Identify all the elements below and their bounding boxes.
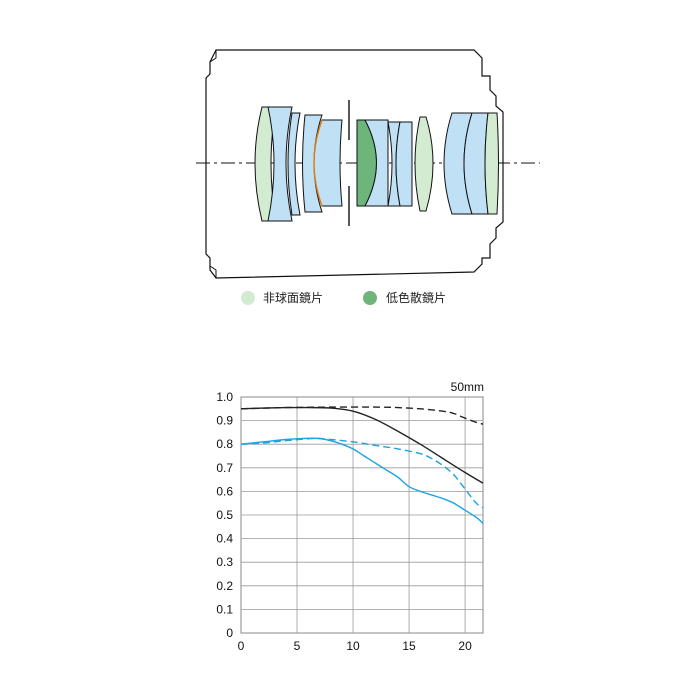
barrel-notch-top: [209, 50, 217, 63]
y-tick-label: 0.8: [216, 437, 233, 451]
aspherical-legend-label: 非球面鏡片: [263, 290, 323, 305]
mtf-chart: 0 5 10 15 20 0 0.1 0.2 0.3 0.4 0.5 0.6 0.7 0.8 0.9 1.0…: [216, 380, 484, 653]
mtf-series-2: [240, 406, 484, 425]
y-tick-label: 0.5: [216, 508, 233, 522]
focal-length-label: 50mm: [451, 380, 484, 394]
y-tick-label: 0.1: [216, 602, 233, 616]
mtf-series-4: [240, 437, 484, 509]
y-tick-label: 0.4: [216, 532, 233, 546]
x-tick-label: 20: [458, 639, 472, 653]
x-tick-label: 10: [346, 639, 360, 653]
y-tick-label: 1.0: [216, 390, 233, 404]
y-tick-label: 0.2: [216, 579, 233, 593]
mtf-series: [240, 406, 484, 524]
y-tick-label: 0.3: [216, 555, 233, 569]
x-tick-labels: 0 5 10 15 20: [238, 639, 472, 653]
lens-element-10-aspherical: [414, 116, 434, 212]
ld-legend-label: 低色散鏡片: [386, 290, 446, 305]
cemented-interface: [313, 119, 323, 207]
x-tick-label: 5: [294, 639, 301, 653]
y-tick-label: 0.6: [216, 484, 233, 498]
x-tick-label: 0: [238, 639, 245, 653]
y-tick-label: 0: [226, 626, 233, 640]
y-tick-label: 0.7: [216, 461, 233, 475]
lens-diagram: [196, 49, 540, 279]
ld-legend-swatch: [363, 291, 377, 305]
lens-element-13-aspherical: [484, 112, 499, 215]
barrel-notch-bottom: [209, 265, 217, 278]
lens-barrel-outline: [205, 49, 504, 279]
y-tick-labels: 0 0.1 0.2 0.3 0.4 0.5 0.6 0.7 0.8 0.9 1.0: [216, 390, 233, 640]
grid: [241, 397, 483, 633]
lens-element-7: [364, 119, 389, 207]
mtf-series-3: [240, 437, 484, 524]
aspherical-legend-swatch: [241, 291, 255, 305]
lens-element-9: [395, 121, 413, 207]
lens-legend: 非球面鏡片 低色散鏡片: [241, 290, 446, 305]
y-tick-label: 0.9: [216, 414, 233, 428]
mtf-series-1: [240, 406, 484, 484]
lens-element-3: [287, 112, 301, 216]
x-tick-label: 15: [402, 639, 416, 653]
lens-element-2: [267, 106, 293, 222]
lens-element-12: [463, 112, 489, 215]
